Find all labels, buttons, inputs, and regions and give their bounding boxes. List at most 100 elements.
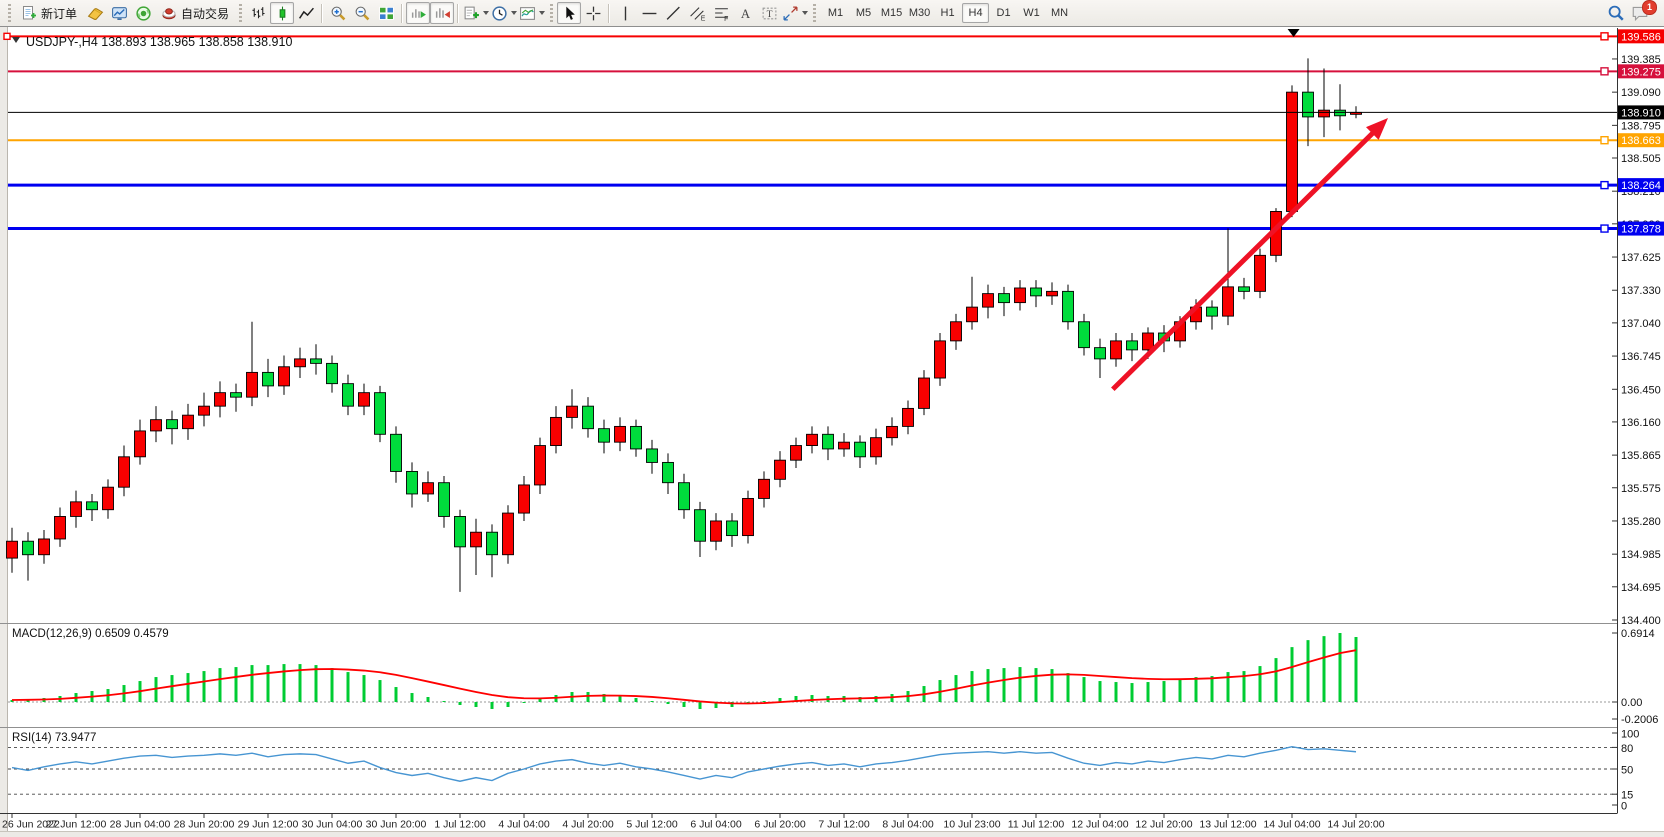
hline-handle[interactable] xyxy=(1600,32,1609,41)
dropdown-caret-icon xyxy=(483,11,490,15)
hline-handle[interactable] xyxy=(1600,67,1609,76)
candle-body xyxy=(326,362,338,385)
time-tick-label: 12 Jul 20:00 xyxy=(1135,819,1192,831)
gold-book-button[interactable] xyxy=(83,2,107,24)
time-tick-label: 6 Jul 20:00 xyxy=(754,819,806,831)
text-icon: A xyxy=(740,6,750,20)
tf-button-mn[interactable]: MN xyxy=(1046,3,1073,23)
cursor-button[interactable] xyxy=(557,2,582,24)
templates-button[interactable] xyxy=(518,2,546,24)
candle-body xyxy=(1094,347,1106,360)
green-broadcast-button[interactable] xyxy=(131,2,155,24)
toolbar-drag-grip[interactable] xyxy=(239,3,243,23)
hline-handle[interactable] xyxy=(3,32,11,41)
price-tick-label: 134.400 xyxy=(1621,615,1661,627)
chart-collapse-icon[interactable] xyxy=(12,37,20,43)
rsi-tick-label: 100 xyxy=(1621,729,1639,741)
candle-body xyxy=(678,482,690,511)
notifications-button[interactable]: 1 xyxy=(1628,0,1657,24)
rsi-line xyxy=(11,745,1357,782)
horizontal-line-objects[interactable] xyxy=(3,32,1617,233)
candlestick-chart-button[interactable] xyxy=(270,2,295,24)
hline-handle[interactable] xyxy=(1600,180,1609,190)
tf-button-h1[interactable]: H1 xyxy=(934,3,961,23)
crosshair-button[interactable] xyxy=(581,2,605,24)
macd-signal-line xyxy=(11,649,1357,705)
candle-body xyxy=(614,425,626,443)
bar-chart-button[interactable] xyxy=(246,2,270,24)
candle-body xyxy=(982,293,994,308)
price-line-label-box xyxy=(1618,29,1664,44)
candle-body xyxy=(838,441,850,450)
tf-button-h4[interactable]: H4 xyxy=(962,3,990,23)
candle-body xyxy=(1062,290,1074,323)
candle-body xyxy=(630,425,642,450)
tf-button-m30[interactable]: M30 xyxy=(906,3,933,23)
toolbar-separator xyxy=(321,3,324,23)
vertical-line-button[interactable] xyxy=(613,2,637,24)
periods-button[interactable] xyxy=(490,2,518,24)
auto-scroll-button[interactable] xyxy=(406,2,431,24)
hline-handle[interactable] xyxy=(1600,136,1609,145)
trend-arrow-line[interactable] xyxy=(1111,128,1377,392)
horizontal-line-button[interactable] xyxy=(637,2,661,24)
toolbar-drag-grip[interactable] xyxy=(8,3,11,23)
chart-shift-button[interactable] xyxy=(430,2,455,24)
notification-count-badge: 1 xyxy=(1642,0,1657,15)
toolbar-drag-grip[interactable] xyxy=(813,3,817,23)
timeframe-group: M1 M5 M15 M30 H1 H4 D1 W1 MN xyxy=(822,3,1073,23)
time-tick-label: 11 Jul 12:00 xyxy=(1008,819,1065,831)
new-order-button[interactable]: 新订单 xyxy=(15,2,83,24)
tf-button-m5[interactable]: M5 xyxy=(850,3,877,23)
hline-handle[interactable] xyxy=(1600,224,1609,233)
tf-button-w1[interactable]: W1 xyxy=(1018,3,1045,23)
dropdown-caret-icon xyxy=(511,11,518,15)
tf-button-d1[interactable]: D1 xyxy=(990,3,1017,23)
time-tick-label: 4 Jul 20:00 xyxy=(562,819,614,831)
candle-body xyxy=(886,425,898,439)
autotrading-button[interactable]: 自动交易 xyxy=(155,2,235,24)
tf-button-m15[interactable]: M15 xyxy=(878,3,905,23)
tile-windows-button[interactable] xyxy=(374,2,398,24)
indicators-button[interactable] xyxy=(462,2,490,24)
axes-layer[interactable]: 139.385139.090138.795138.505138.210137.9… xyxy=(0,28,1664,831)
search-button[interactable] xyxy=(1604,2,1628,24)
price-line-label-box xyxy=(1618,105,1664,120)
candle-body xyxy=(582,405,594,430)
price-tick-label: 135.575 xyxy=(1621,483,1661,495)
candle-body xyxy=(502,512,514,556)
vertical-line-icon xyxy=(624,6,626,20)
text-button[interactable]: A xyxy=(733,2,757,24)
text-label-button[interactable]: T xyxy=(757,2,781,24)
blue-monitor-button[interactable] xyxy=(107,2,131,24)
down-triangle-marker[interactable] xyxy=(1287,29,1300,37)
toolbar-drag-grip[interactable] xyxy=(550,3,554,23)
toolbar-separator xyxy=(608,3,611,23)
tf-button-m1[interactable]: M1 xyxy=(822,3,849,23)
candle-body xyxy=(230,392,242,398)
price-tick-label: 137.330 xyxy=(1621,285,1661,297)
trendline-button[interactable] xyxy=(661,2,685,24)
candle-body xyxy=(1254,254,1266,292)
time-tick-label: 7 Jul 12:00 xyxy=(818,819,870,831)
rsi-tick-label: 50 xyxy=(1621,765,1633,777)
zoom-out-button[interactable] xyxy=(350,2,374,24)
arrows-button[interactable] xyxy=(781,2,809,24)
line-chart-button[interactable] xyxy=(294,2,318,24)
zoom-in-button[interactable] xyxy=(326,2,350,24)
window-left-edge xyxy=(0,27,8,837)
arrows-icon xyxy=(783,5,798,21)
candle-body xyxy=(566,405,578,418)
fibonacci-icon: F xyxy=(714,7,728,22)
equidistant-channel-button[interactable]: E xyxy=(685,2,709,24)
time-tick-label: 30 Jun 04:00 xyxy=(302,819,363,831)
toolbar: 新订单 xyxy=(0,0,1664,27)
candle-body xyxy=(134,430,146,458)
dropdown-caret-icon xyxy=(539,11,546,15)
trend-arrow-head[interactable] xyxy=(1366,118,1388,140)
time-tick-label: 12 Jul 04:00 xyxy=(1071,819,1128,831)
fibonacci-button[interactable]: F xyxy=(709,2,733,24)
price-tick-label: 135.865 xyxy=(1621,450,1661,462)
candle-body xyxy=(1110,340,1122,360)
